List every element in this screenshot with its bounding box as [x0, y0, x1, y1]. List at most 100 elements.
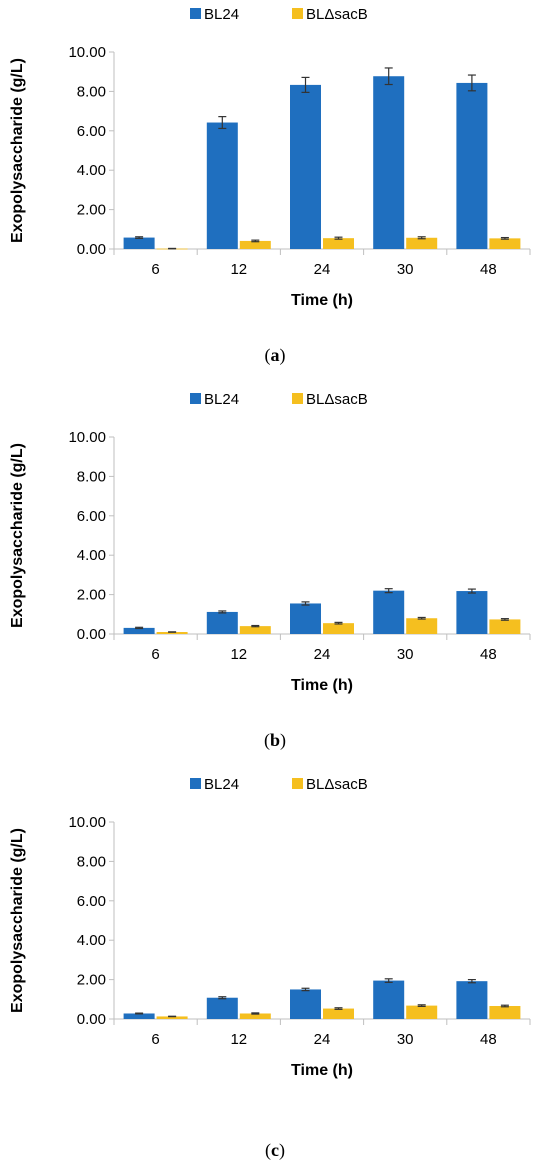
panel-caption: (c)	[265, 1140, 285, 1161]
error-bar-2-12	[251, 1012, 260, 1015]
error-bar-1-48	[467, 588, 476, 594]
chart-b: BL24 BLΔsacB 0.00 2.00 4.00 6.00 8.00 10.00 6 12 2…	[9, 391, 531, 751]
bar-1-12	[206, 997, 238, 1019]
y-tick-label: 6.00	[77, 123, 106, 140]
error-bar-1-30	[384, 67, 393, 86]
y-tick-label: 0.00	[77, 241, 106, 258]
bar-1-30	[373, 590, 405, 634]
error-bar-2-12	[251, 624, 260, 628]
x-tick-label: 48	[480, 1031, 497, 1048]
y-tick-label: 8.00	[77, 468, 106, 485]
y-tick-label: 4.00	[77, 932, 106, 949]
bar-1-24	[290, 989, 321, 1019]
y-tick-label: 10.00	[68, 814, 106, 831]
x-tick-label: 30	[397, 261, 414, 278]
error-bar-1-30	[384, 588, 393, 594]
x-axis-title: Time (h)	[291, 292, 353, 309]
bar-2-6	[156, 632, 188, 634]
panel-caption: (b)	[264, 730, 286, 751]
error-bar-2-48	[500, 618, 509, 621]
y-tick-label: 4.00	[77, 162, 106, 179]
x-tick-label: 12	[230, 646, 247, 663]
legend-label-1: BL24	[204, 776, 239, 793]
bar-1-12	[206, 611, 238, 634]
bar-2-48	[489, 1005, 521, 1019]
chart-panel-a: BL24 BLΔsacB 0.00 2.00 4.00 6.00 8.00 10.00 6 12 2…	[0, 0, 550, 385]
legend-swatch-1	[190, 393, 201, 404]
x-tick-label: 24	[314, 261, 331, 278]
x-tick-label: 6	[151, 646, 159, 663]
x-tick-label: 24	[314, 1031, 331, 1048]
error-bar-2-30	[417, 1004, 426, 1007]
x-tick-label: 6	[151, 1031, 159, 1048]
bar-1-24	[290, 84, 321, 249]
error-bar-2-30	[417, 616, 426, 620]
error-bar-1-24	[301, 76, 310, 93]
chart-a: BL24 BLΔsacB 0.00 2.00 4.00 6.00 8.00 10.00 6 12 2…	[9, 6, 531, 366]
y-tick-label: 10.00	[68, 44, 106, 61]
bar-2-12	[239, 626, 271, 634]
legend-swatch-2	[292, 778, 303, 789]
error-bar-1-30	[384, 978, 393, 983]
bar-2-6	[156, 1016, 188, 1019]
error-bar-2-12	[251, 239, 260, 243]
legend: BL24 BLΔsacB	[190, 6, 368, 23]
y-tick-label: 8.00	[77, 853, 106, 870]
chart-panel-b: BL24 BLΔsacB 0.00 2.00 4.00 6.00 8.00 10.00 6 12 2…	[0, 385, 550, 770]
x-tick-label: 12	[230, 261, 247, 278]
bar-1-30	[373, 980, 405, 1019]
bar-2-24	[323, 1008, 354, 1019]
x-tick-label: 24	[314, 646, 331, 663]
error-bar-2-30	[417, 236, 426, 240]
error-bar-2-24	[334, 236, 343, 240]
error-bar-2-48	[500, 1004, 509, 1008]
bar-1-48	[456, 981, 488, 1019]
x-tick-label: 12	[230, 1031, 247, 1048]
legend-label-2: BLΔsacB	[306, 776, 368, 793]
chart-panel-c: BL24 BLΔsacB 0.00 2.00 4.00 6.00 8.00 10.00 6 12 2…	[0, 770, 550, 1169]
y-tick-label: 6.00	[77, 893, 106, 910]
legend-swatch-2	[292, 393, 303, 404]
bar-1-6	[123, 237, 155, 249]
bar-2-12	[239, 1013, 271, 1019]
bar-2-12	[239, 240, 271, 249]
legend: BL24 BLΔsacB	[190, 776, 368, 793]
bar-1-12	[206, 122, 238, 249]
y-tick-label: 6.00	[77, 508, 106, 525]
x-tick-label: 48	[480, 261, 497, 278]
x-tick-label: 30	[397, 1031, 414, 1048]
bar-2-48	[489, 619, 521, 634]
legend-swatch-1	[190, 8, 201, 19]
legend-swatch-1	[190, 778, 201, 789]
bar-1-30	[373, 76, 405, 249]
y-tick-label: 2.00	[77, 972, 106, 989]
bar-2-30	[406, 1005, 438, 1019]
bar-1-48	[456, 591, 488, 634]
y-tick-label: 4.00	[77, 547, 106, 564]
y-tick-label: 0.00	[77, 1011, 106, 1028]
bar-1-24	[290, 603, 321, 634]
bar-1-6	[123, 1013, 155, 1019]
legend: BL24 BLΔsacB	[190, 391, 368, 408]
bar-2-30	[406, 237, 438, 249]
chart-c: BL24 BLΔsacB 0.00 2.00 4.00 6.00 8.00 10.00 6 12 2…	[9, 776, 531, 1161]
error-bar-2-48	[500, 236, 509, 240]
y-tick-label: 0.00	[77, 626, 106, 643]
legend-label-1: BL24	[204, 6, 239, 23]
y-tick-label: 2.00	[77, 587, 106, 604]
error-bar-1-12	[218, 610, 227, 614]
y-tick-label: 10.00	[68, 429, 106, 446]
x-axis-title: Time (h)	[291, 677, 353, 694]
error-bar-1-24	[301, 987, 310, 992]
error-bar-1-12	[218, 116, 227, 130]
y-axis-title: Exopolysaccharide (g/L)	[9, 828, 26, 1013]
bar-1-6	[123, 627, 155, 634]
panel-caption: (a)	[265, 345, 286, 366]
legend-swatch-2	[292, 8, 303, 19]
y-axis-title: Exopolysaccharide (g/L)	[9, 58, 26, 243]
error-bar-1-6	[135, 1012, 144, 1015]
error-bar-1-48	[467, 74, 476, 92]
bar-2-24	[323, 623, 354, 634]
error-bar-2-24	[334, 1007, 343, 1010]
error-bar-1-6	[135, 236, 144, 239]
